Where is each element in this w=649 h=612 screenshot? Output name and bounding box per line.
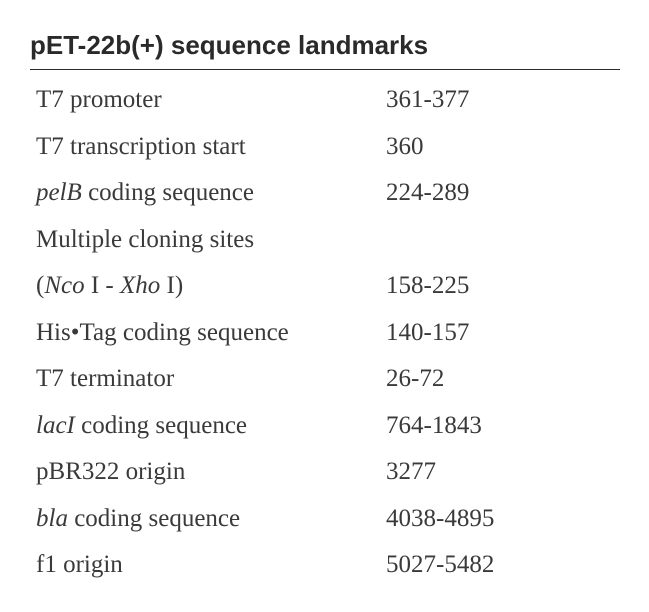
- row-label: lacI coding sequence: [36, 410, 386, 443]
- row-label: bla coding sequence: [36, 503, 386, 536]
- label-segment: coding sequence: [75, 412, 247, 439]
- row-label: Multiple cloning sites: [36, 224, 386, 257]
- label-italic-segment: pelB: [36, 179, 82, 206]
- label-segment: His•Tag coding sequence: [36, 319, 289, 346]
- table-row: lacI coding sequence764-1843: [36, 410, 620, 443]
- row-value: 5027-5482: [386, 549, 620, 582]
- row-value: 158-225: [386, 270, 620, 303]
- row-label: His•Tag coding sequence: [36, 317, 386, 350]
- row-value: 360: [386, 131, 620, 164]
- label-italic-segment: bla: [36, 505, 68, 532]
- label-segment: pBR322 origin: [36, 458, 185, 485]
- row-value: 361-377: [386, 84, 620, 117]
- landmarks-table: pET-22b(+) sequence landmarks T7 promote…: [30, 30, 620, 582]
- row-label: pBR322 origin: [36, 456, 386, 489]
- table-row: T7 transcription start 360: [36, 131, 620, 164]
- label-segment: coding sequence: [68, 505, 240, 532]
- row-value: 764-1843: [386, 410, 620, 443]
- table-row: (Nco I - Xho I)158-225: [36, 270, 620, 303]
- label-segment: I -: [85, 272, 120, 299]
- row-value: 224-289: [386, 177, 620, 210]
- row-label: f1 origin: [36, 549, 386, 582]
- label-segment: T7 terminator: [36, 365, 174, 392]
- table-row: f1 origin 5027-5482: [36, 549, 620, 582]
- row-label: T7 terminator: [36, 363, 386, 396]
- row-label: T7 promoter: [36, 84, 386, 117]
- table-row: T7 terminator 26-72: [36, 363, 620, 396]
- row-value: 4038-4895: [386, 503, 620, 536]
- label-segment: T7 promoter: [36, 86, 162, 113]
- table-row: bla coding sequence4038-4895: [36, 503, 620, 536]
- table-row: pelB coding sequence224-289: [36, 177, 620, 210]
- table-row: T7 promoter 361-377: [36, 84, 620, 117]
- row-label: T7 transcription start: [36, 131, 386, 164]
- label-segment: T7 transcription start: [36, 133, 246, 160]
- table-row: Multiple cloning sites: [36, 224, 620, 257]
- label-italic-segment: Nco: [44, 272, 84, 299]
- label-segment: Multiple cloning sites: [36, 226, 254, 253]
- label-italic-segment: Xho: [120, 272, 160, 299]
- table-row: His•Tag coding sequence 140-157: [36, 317, 620, 350]
- row-label: pelB coding sequence: [36, 177, 386, 210]
- label-segment: f1 origin: [36, 551, 123, 578]
- row-value: 3277: [386, 456, 620, 489]
- table-body: T7 promoter 361-377 T7 transcription start…: [30, 84, 620, 582]
- row-value: 140-157: [386, 317, 620, 350]
- label-segment: I): [160, 272, 183, 299]
- label-segment: coding sequence: [82, 179, 254, 206]
- table-title: pET-22b(+) sequence landmarks: [30, 30, 620, 70]
- table-row: pBR322 origin 3277: [36, 456, 620, 489]
- label-italic-segment: lacI: [36, 412, 75, 439]
- row-label: (Nco I - Xho I): [36, 270, 386, 303]
- row-value: [386, 224, 620, 257]
- row-value: 26-72: [386, 363, 620, 396]
